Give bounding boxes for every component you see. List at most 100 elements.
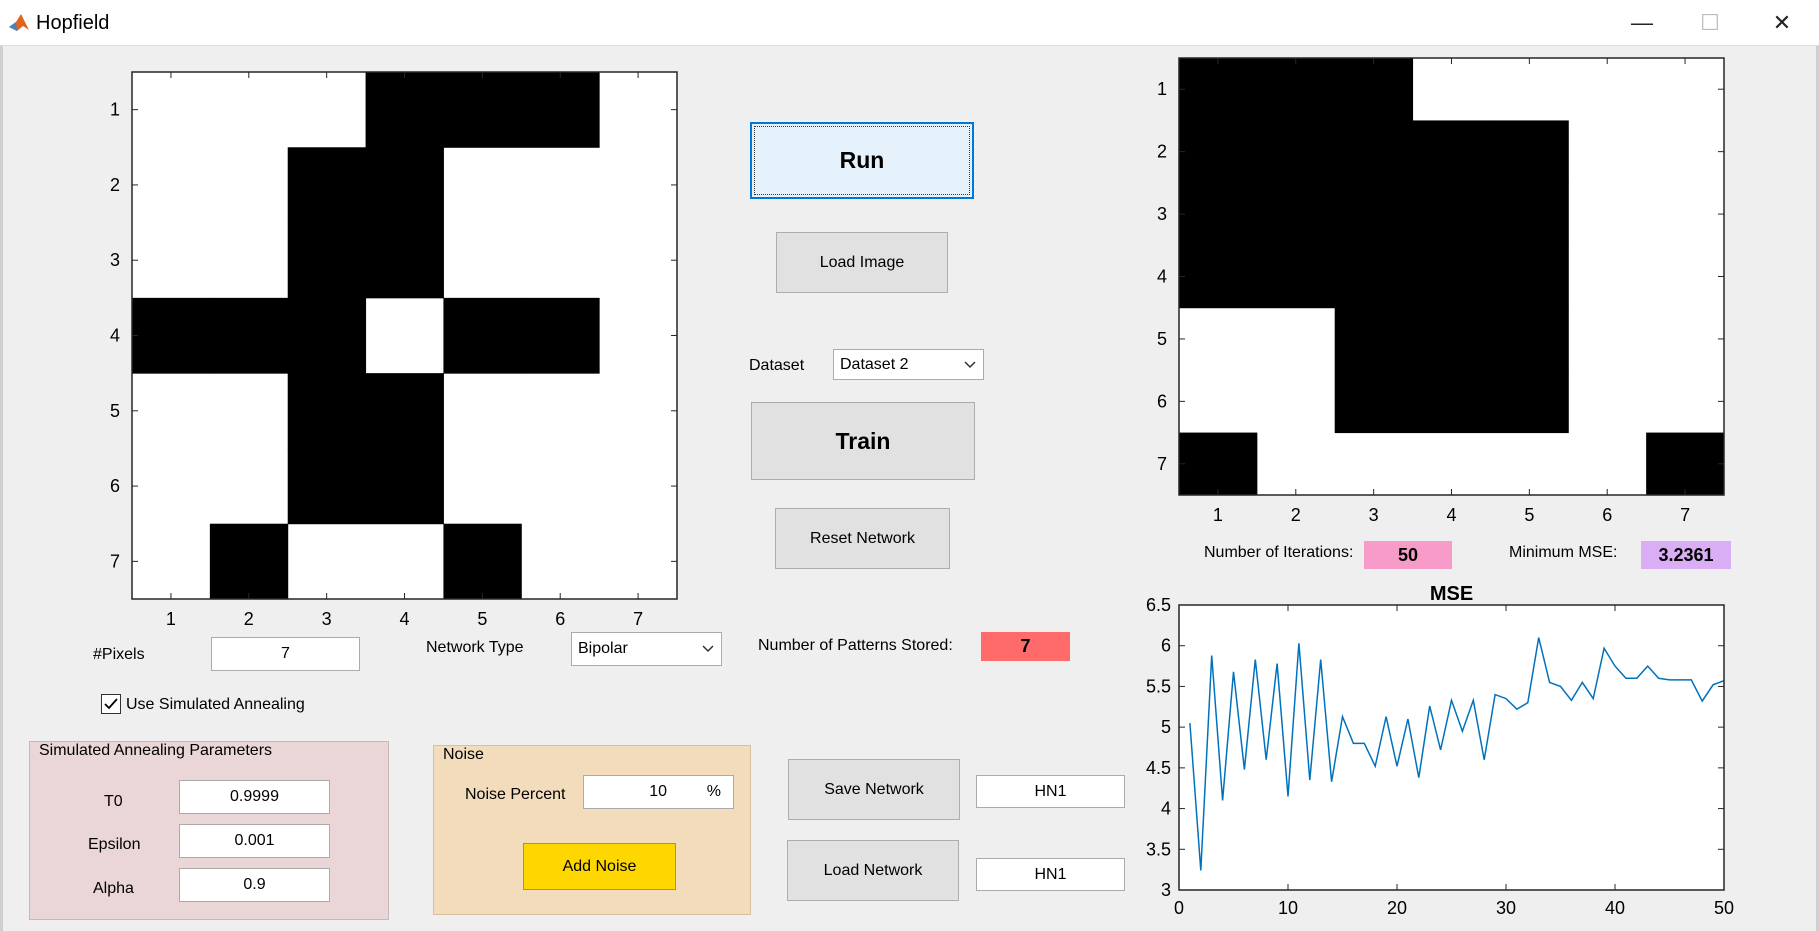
pixels-label: #Pixels xyxy=(93,646,145,663)
close-icon: ✕ xyxy=(1772,10,1792,35)
output-xtick-label: 6 xyxy=(1602,505,1612,525)
input-pixel xyxy=(365,373,444,449)
input-ytick-label: 4 xyxy=(110,326,120,346)
output-xtick-label: 2 xyxy=(1291,505,1301,525)
window-frame-right xyxy=(1816,46,1819,931)
output-image-axes[interactable]: 1 1 2 2 3 3 4 4 5 5 6 6 7 7 xyxy=(1145,48,1745,538)
mse-ytick-label: 6 xyxy=(1161,636,1171,656)
input-xtick-label: 1 xyxy=(166,609,176,629)
input-pixel xyxy=(365,147,444,224)
network-type-label: Network Type xyxy=(426,639,524,656)
epsilon-label: Epsilon xyxy=(88,836,141,853)
input-xtick-label: 7 xyxy=(633,609,643,629)
output-ytick-label: 3 xyxy=(1157,204,1167,224)
window-frame-left xyxy=(0,46,3,931)
input-pixel xyxy=(443,72,522,148)
checkmark-icon xyxy=(104,698,118,710)
output-pixel xyxy=(1334,370,1414,434)
matlab-icon xyxy=(8,12,30,34)
input-pixel xyxy=(443,297,522,374)
output-pixel xyxy=(1412,307,1491,371)
mse-axes-box xyxy=(1178,604,1725,891)
load-image-button[interactable]: Load Image xyxy=(776,232,948,293)
output-pixel xyxy=(1179,432,1258,496)
mse-ytick-label: 4.5 xyxy=(1146,758,1171,778)
output-pixel xyxy=(1179,120,1258,184)
output-pixel xyxy=(1334,182,1414,246)
reset-network-button[interactable]: Reset Network xyxy=(775,508,950,569)
input-ytick-label: 1 xyxy=(110,100,120,120)
output-pixel xyxy=(1256,120,1336,184)
t0-input[interactable]: 0.9999 xyxy=(179,780,330,814)
min-mse-label: Minimum MSE: xyxy=(1509,544,1618,561)
input-pixel xyxy=(287,297,367,374)
train-button[interactable]: Train xyxy=(751,402,975,480)
save-network-name-input[interactable]: HN1 xyxy=(976,775,1125,808)
load-network-name-input[interactable]: HN1 xyxy=(976,858,1125,891)
input-xtick-label: 5 xyxy=(477,609,487,629)
add-noise-button[interactable]: Add Noise xyxy=(523,843,676,890)
input-pixel xyxy=(365,448,444,525)
dataset-label: Dataset xyxy=(749,357,805,374)
input-pixel xyxy=(132,297,211,374)
chevron-down-icon xyxy=(695,633,721,665)
input-pixel xyxy=(209,297,289,374)
output-pixel xyxy=(1412,370,1491,434)
output-pixel xyxy=(1490,245,1569,309)
mse-xtick-label: 30 xyxy=(1496,898,1516,918)
mse-ytick-label: 3.5 xyxy=(1146,839,1171,859)
output-pixel xyxy=(1412,120,1491,184)
output-pixel xyxy=(1490,182,1569,246)
dataset-select[interactable]: Dataset 2 xyxy=(833,349,984,380)
input-ytick-label: 2 xyxy=(110,175,120,195)
input-xtick-label: 4 xyxy=(399,609,409,629)
minimize-icon: — xyxy=(1631,10,1653,35)
output-pixel xyxy=(1334,307,1414,371)
noise-percent-input[interactable]: 10 % xyxy=(583,775,734,809)
input-pixel xyxy=(287,373,367,449)
input-pixel xyxy=(287,222,367,299)
save-network-button[interactable]: Save Network xyxy=(788,759,960,820)
output-pixel xyxy=(1179,245,1258,309)
output-ytick-label: 7 xyxy=(1157,454,1167,474)
maximize-button[interactable]: ☐ xyxy=(1690,8,1730,38)
output-xtick-label: 7 xyxy=(1680,505,1690,525)
maximize-icon: ☐ xyxy=(1700,10,1720,35)
mse-plot-area xyxy=(1179,605,1724,890)
mse-xtick-label: 40 xyxy=(1605,898,1625,918)
output-pixel xyxy=(1490,120,1569,184)
pixels-input[interactable]: 7 xyxy=(211,637,360,671)
output-pixel xyxy=(1490,307,1569,371)
close-button[interactable]: ✕ xyxy=(1762,8,1802,38)
output-pixel xyxy=(1256,182,1336,246)
output-xtick-label: 3 xyxy=(1369,505,1379,525)
input-image-axes[interactable]: 1 1 2 2 3 3 4 4 5 5 6 6 7 7 xyxy=(90,60,690,640)
output-ytick-label: 1 xyxy=(1157,79,1167,99)
mse-ytick-label: 5.5 xyxy=(1146,676,1171,696)
load-network-button[interactable]: Load Network xyxy=(787,840,959,901)
input-ytick-label: 6 xyxy=(110,476,120,496)
annealing-checkbox[interactable] xyxy=(101,694,121,714)
iterations-label: Number of Iterations: xyxy=(1204,544,1354,561)
alpha-input[interactable]: 0.9 xyxy=(179,868,330,902)
epsilon-input[interactable]: 0.001 xyxy=(179,824,330,858)
output-pixel xyxy=(1412,245,1491,309)
annealing-label: Use Simulated Annealing xyxy=(126,696,305,713)
output-pixel xyxy=(1179,182,1258,246)
noise-percent-value: 10 xyxy=(649,783,667,800)
input-pixel xyxy=(365,72,444,148)
mse-series-line xyxy=(1189,637,1725,871)
mse-ytick-label: 3 xyxy=(1161,880,1171,900)
minimize-button[interactable]: — xyxy=(1622,8,1662,38)
output-xtick-label: 1 xyxy=(1213,505,1223,525)
input-ytick-label: 3 xyxy=(110,250,120,270)
input-pixel xyxy=(209,523,289,600)
run-button[interactable]: Run xyxy=(750,122,974,199)
t0-label: T0 xyxy=(104,793,123,810)
mse-chart: MSE 0 10 20 30 40 50 3 3.5 4 4.5 5 5.5 6 6.5 xyxy=(1146,583,1734,918)
output-pixel xyxy=(1490,370,1569,434)
chevron-down-icon xyxy=(957,350,983,379)
output-ytick-label: 4 xyxy=(1157,267,1167,287)
network-type-select[interactable]: Bipolar xyxy=(571,632,722,666)
output-pixel xyxy=(1179,58,1258,121)
